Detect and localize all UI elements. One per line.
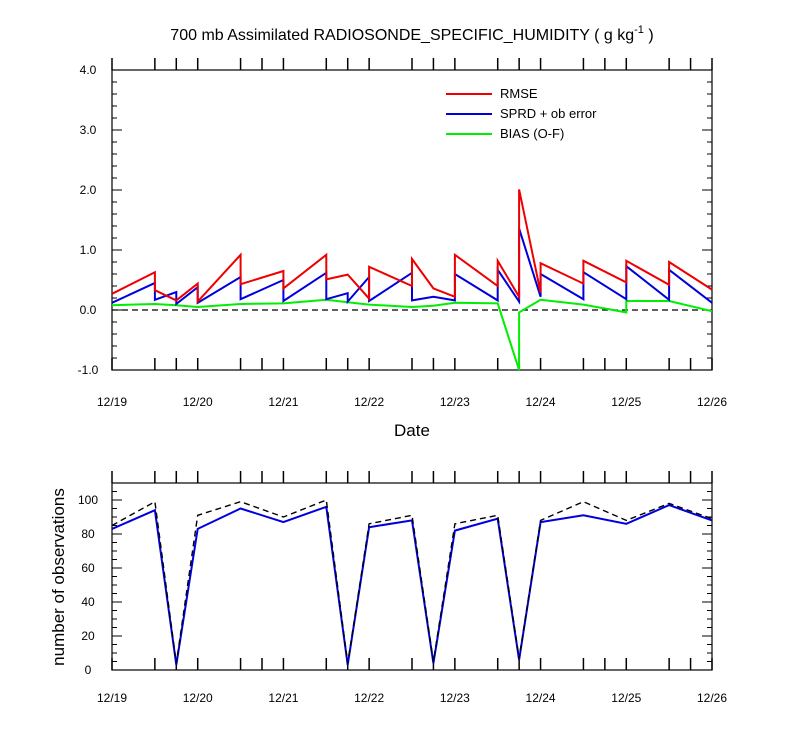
top-series-group (111, 189, 713, 371)
bottom-x-tick-label: 12/24 (526, 691, 556, 705)
rmse-spread-bias-chart: -1.0 0.0 1.0 2.0 3.0 4.0 12/19 12/20 12/21 12/22… (78, 58, 727, 409)
x-axis-title: Date (394, 421, 430, 440)
legend-entry-rmse-label: RMSE (500, 86, 538, 101)
assimilated-observations-line (111, 504, 713, 666)
top-x-tick-label: 12/22 (354, 395, 384, 409)
bottom-y-tick-label: 20 (81, 629, 95, 643)
bottom-x-tick-label: 12/22 (354, 691, 384, 705)
total-observations-line (111, 499, 713, 664)
legend: RMSE SPRD + ob error BIAS (O-F) (446, 86, 597, 141)
bottom-x-tick-label: 12/20 (183, 691, 213, 705)
chart-title: 700 mb Assimilated RADIOSONDE_SPECIFIC_H… (170, 24, 653, 44)
bottom-y-tick-label: 80 (81, 527, 95, 541)
bottom-y-tick-label: 0 (85, 663, 92, 677)
top-x-tick-label: 12/26 (697, 395, 727, 409)
top-y-tick-label: 4.0 (80, 63, 97, 77)
top-y-tick-label: 0.0 (80, 303, 97, 317)
bias-series-line (111, 298, 713, 371)
top-y-tick-label: 1.0 (80, 243, 97, 257)
top-x-tick-label: 12/25 (611, 395, 641, 409)
bottom-y-tick-label: 60 (81, 561, 95, 575)
bottom-x-tick-label: 12/26 (697, 691, 727, 705)
top-y-tick-label: 3.0 (80, 123, 97, 137)
top-y-axis: -1.0 0.0 1.0 2.0 3.0 4.0 (78, 63, 712, 377)
top-x-tick-label: 12/20 (183, 395, 213, 409)
top-x-tick-label: 12/23 (440, 395, 470, 409)
y-axis-title-observations: number of observations (49, 488, 68, 666)
top-x-axis: 12/19 12/20 12/21 12/22 12/23 12/24 12/25 12/26 (97, 58, 727, 409)
bottom-x-tick-label: 12/25 (611, 691, 641, 705)
top-x-tick-label: 12/19 (97, 395, 127, 409)
bottom-y-tick-label: 40 (81, 595, 95, 609)
bottom-x-tick-label: 12/19 (97, 691, 127, 705)
bottom-y-axis: 0 20 40 60 80 100 (78, 482, 712, 677)
bottom-series-group (111, 499, 713, 666)
top-y-tick-label: -1.0 (78, 363, 99, 377)
top-x-tick-label: 12/21 (268, 395, 298, 409)
legend-entry-spread-label: SPRD + ob error (500, 106, 597, 121)
top-x-tick-label: 12/24 (526, 395, 556, 409)
bottom-x-tick-label: 12/21 (268, 691, 298, 705)
bottom-plot-frame (111, 482, 713, 671)
bottom-x-tick-label: 12/23 (440, 691, 470, 705)
top-y-tick-label: 2.0 (80, 183, 97, 197)
top-plot-frame (111, 69, 713, 371)
bottom-x-axis: 12/19 12/20 12/21 12/22 12/23 12/24 12/25 12/26 (97, 471, 727, 705)
legend-entry-bias-label: BIAS (O-F) (500, 126, 564, 141)
bottom-y-tick-label: 100 (78, 493, 98, 507)
rmse-series-line (111, 189, 713, 305)
